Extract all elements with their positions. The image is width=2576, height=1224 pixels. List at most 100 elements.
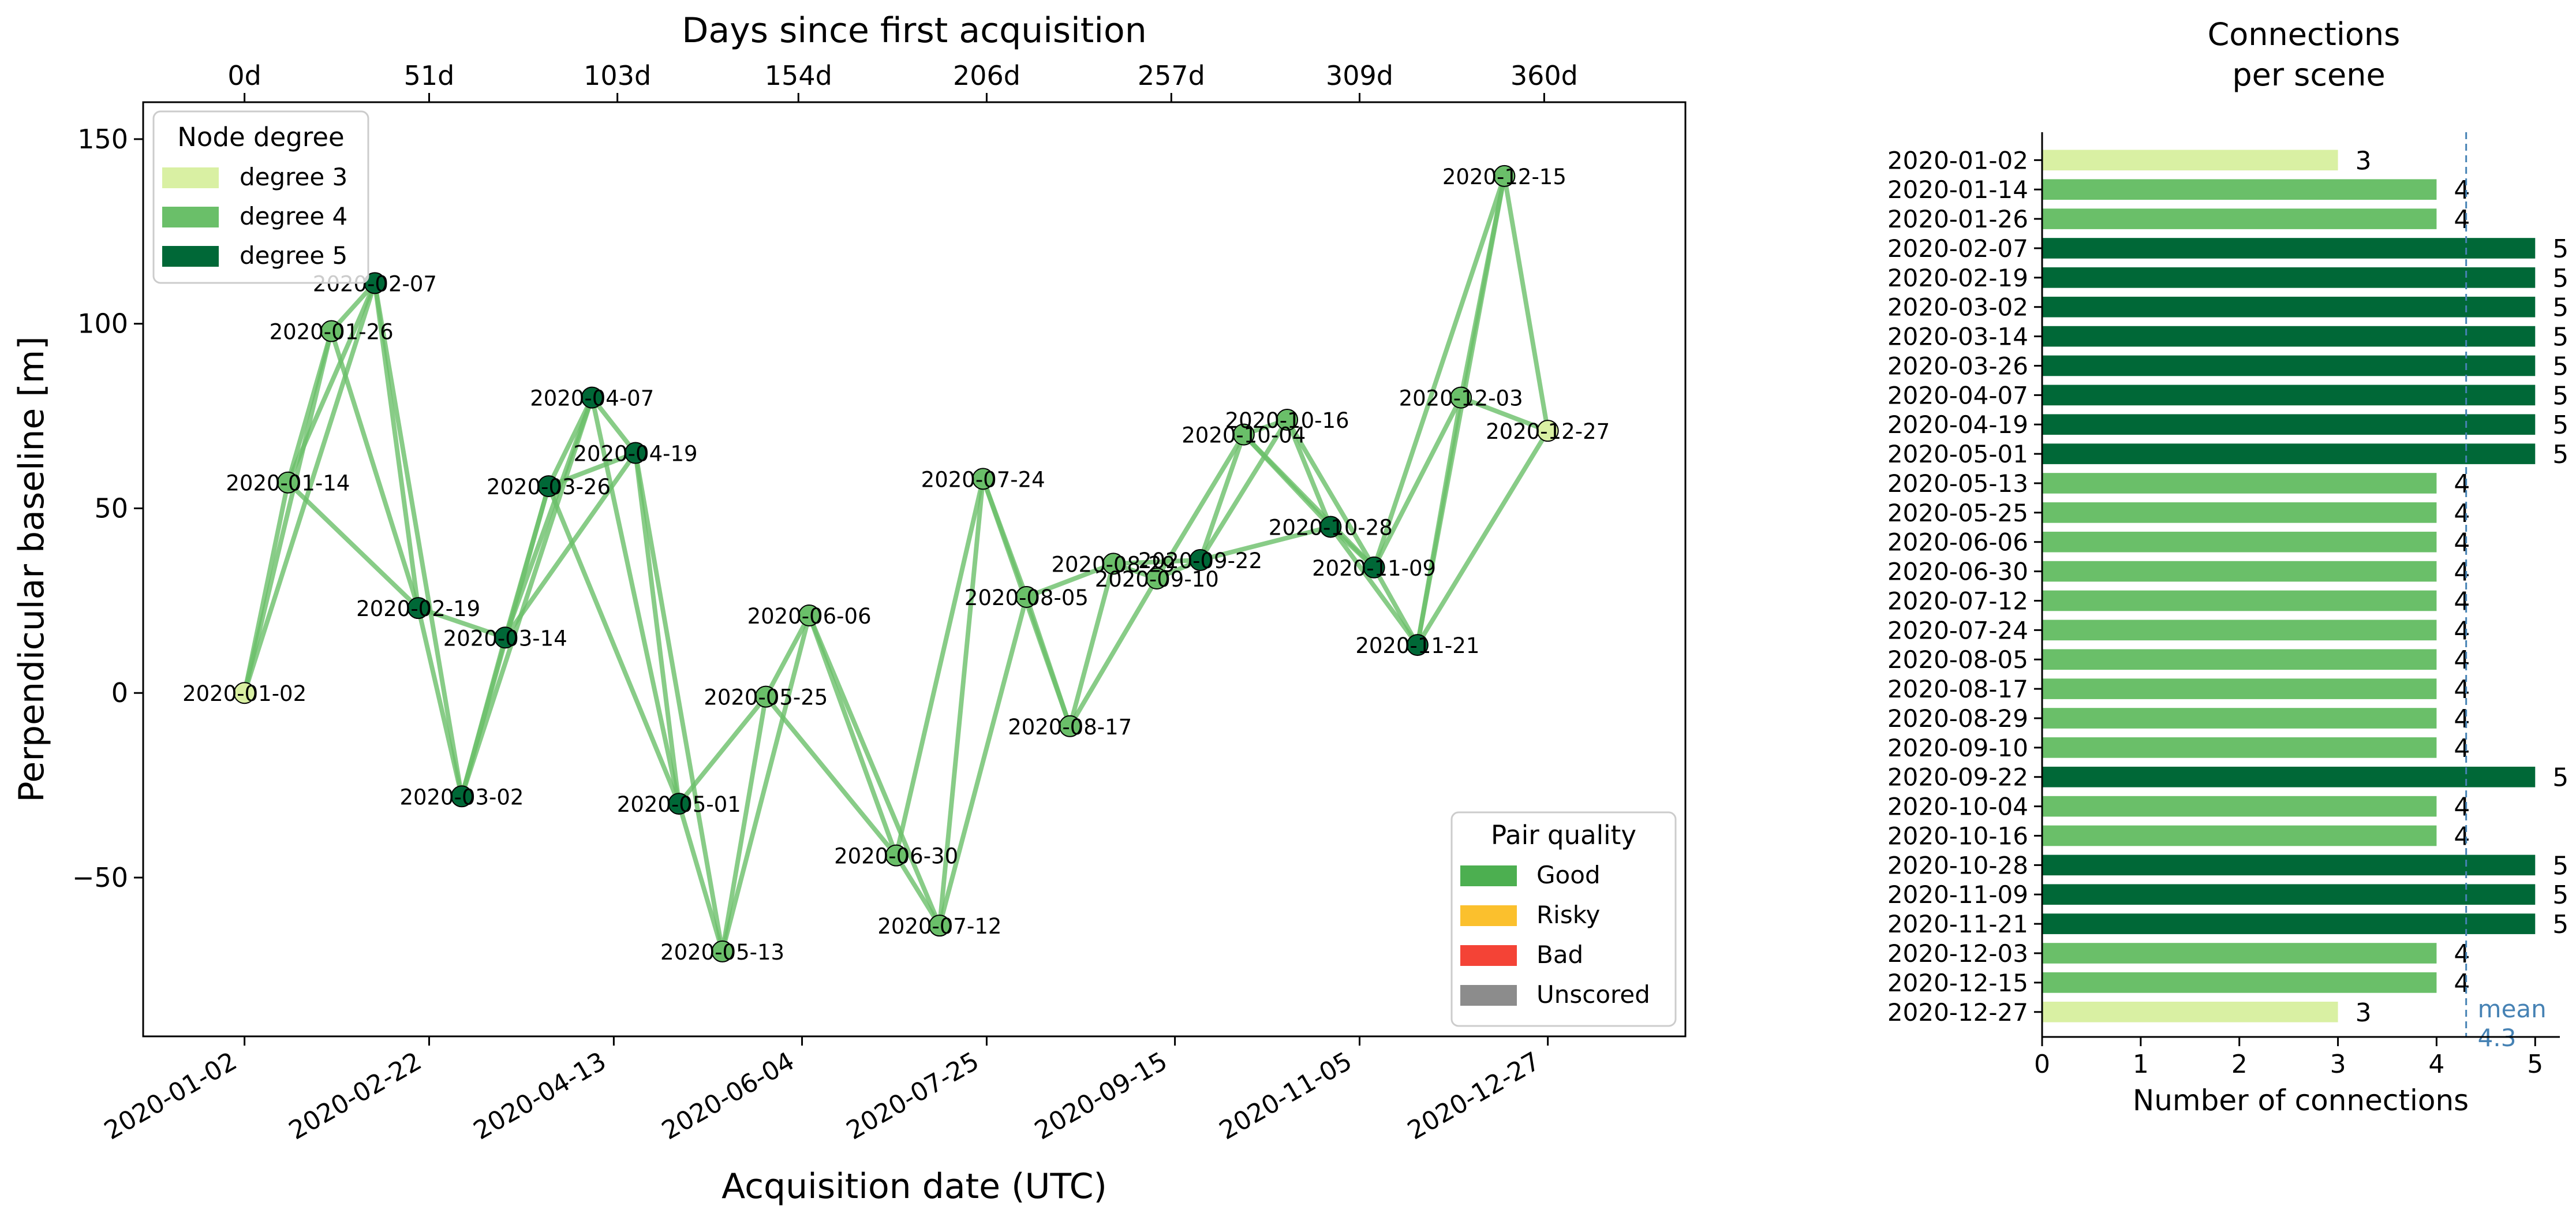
network-edge [1198,524,1333,563]
scene-date-label: 2020-11-09 [1887,880,2028,909]
connections-x-tick-label: 5 [2527,1050,2543,1079]
network-edge [1198,417,1290,563]
connection-bar-value: 4 [2454,675,2470,704]
connection-bar-value: 5 [2552,264,2568,293]
network-node [1232,423,1255,446]
node-date-label: 2020-03-26 [487,475,611,499]
network-edge [937,476,986,928]
legend-quality-swatch [1460,985,1517,1006]
network-edge [589,395,682,807]
scene-date-label: 2020-02-07 [1887,234,2028,263]
connection-bar-value: 5 [2552,880,2568,910]
node-date-label: 2020-11-21 [1355,633,1479,658]
network-edge [633,450,682,807]
legend-degree-swatch [162,207,219,227]
scene-date-label: 2020-03-02 [1887,293,2028,322]
network-edge [807,613,942,928]
legend-quality-swatch [1460,945,1517,966]
connection-bar-value: 4 [2454,558,2470,587]
node-date-label: 2020-05-13 [660,940,784,965]
connections-x-tick-label: 0 [2034,1050,2050,1079]
top-tick-label: 360d [1511,60,1578,91]
connection-bar [2042,443,2536,464]
connection-bar [2042,825,2437,846]
connection-bar [2042,385,2536,406]
connection-bar [2042,796,2437,817]
network-edge [1459,173,1507,400]
scene-date-label: 2020-09-10 [1887,734,2028,762]
node-date-label: 2020-04-07 [530,386,654,411]
node-date-label: 2020-07-24 [921,467,1045,492]
connection-bar-value: 5 [2552,763,2568,793]
network-edge [1371,565,1420,648]
mean-label: mean 4.3 [2478,995,2547,1052]
network-edge [763,694,899,858]
network-node [1015,585,1038,608]
legend-quality-label: Unscored [1536,980,1650,1009]
network-edge [1198,432,1246,563]
scene-date-label: 2020-06-06 [1887,528,2028,557]
scene-date-label: 2020-01-26 [1887,205,2028,233]
top-tick-label: 103d [584,60,651,91]
connection-bar-value: 5 [2552,323,2568,352]
connection-bar-value: 5 [2552,381,2568,411]
network-edges [242,173,1550,954]
connection-bar [2042,150,2338,171]
connection-bar-value: 3 [2356,998,2372,1028]
legend-degree-swatch [162,246,219,267]
connection-bar [2042,473,2437,494]
scene-date-label: 2020-11-21 [1887,910,2028,938]
network-edge [720,613,812,954]
scene-date-label: 2020-04-07 [1887,381,2028,409]
network-node [581,386,603,409]
connection-bar-value: 4 [2454,616,2470,645]
node-date-label: 2020-08-17 [1008,715,1132,740]
connection-bar [2042,179,2437,200]
network-edge [1024,594,1072,729]
network-node [1450,386,1472,409]
connection-bar-value: 5 [2552,440,2568,469]
network-edge [285,480,421,611]
top-tick-label: 0d [227,60,261,91]
y-tick-label: 0 [111,677,128,708]
connection-bar [2042,590,2437,611]
network-node [928,915,951,937]
connections-title-line-1: Connections [2208,16,2401,53]
scene-date-label: 2020-01-14 [1887,176,2028,204]
network-node [276,471,299,494]
connection-bar [2042,943,2437,964]
connection-bar-value: 4 [2454,587,2470,616]
network-edge [242,281,377,696]
node-date-label: 2020-02-19 [356,596,480,621]
connection-bar-value: 5 [2552,352,2568,381]
node-date-label: 2020-01-02 [182,681,306,706]
network-edge [1328,524,1420,648]
connection-bar [2042,649,2437,670]
connection-bar-value: 4 [2454,176,2470,205]
connections-x-tick-label: 3 [2330,1050,2346,1079]
mean-line: mean 4.3 [2041,132,2560,1052]
scene-date-label: 2020-12-15 [1887,969,2028,997]
scene-date-labels: 2020-01-022020-01-142020-01-262020-02-07… [1887,146,2042,1027]
legend-quality-swatch [1460,865,1517,886]
connection-bar [2042,678,2437,699]
network-edge [372,281,464,799]
network-edge [937,594,1029,928]
connection-bar-value: 4 [2454,793,2470,822]
top-tick-label: 154d [765,60,832,91]
network-node [885,844,907,867]
connection-bar [2042,296,2536,318]
network-node [625,442,647,464]
connections-x-tick-label: 2 [2231,1050,2248,1079]
legend-degree-label: degree 3 [240,163,347,191]
node-date-label: 2020-06-06 [747,604,872,629]
scene-date-label: 2020-12-03 [1887,939,2028,968]
x-axis-title: Acquisition date (UTC) [721,1166,1107,1207]
connection-bar [2042,854,2536,876]
scene-date-label: 2020-08-17 [1887,675,2028,703]
connection-bar-value: 4 [2454,939,2470,969]
network-node [1276,408,1299,431]
node-date-label: 2020-12-03 [1399,386,1523,411]
